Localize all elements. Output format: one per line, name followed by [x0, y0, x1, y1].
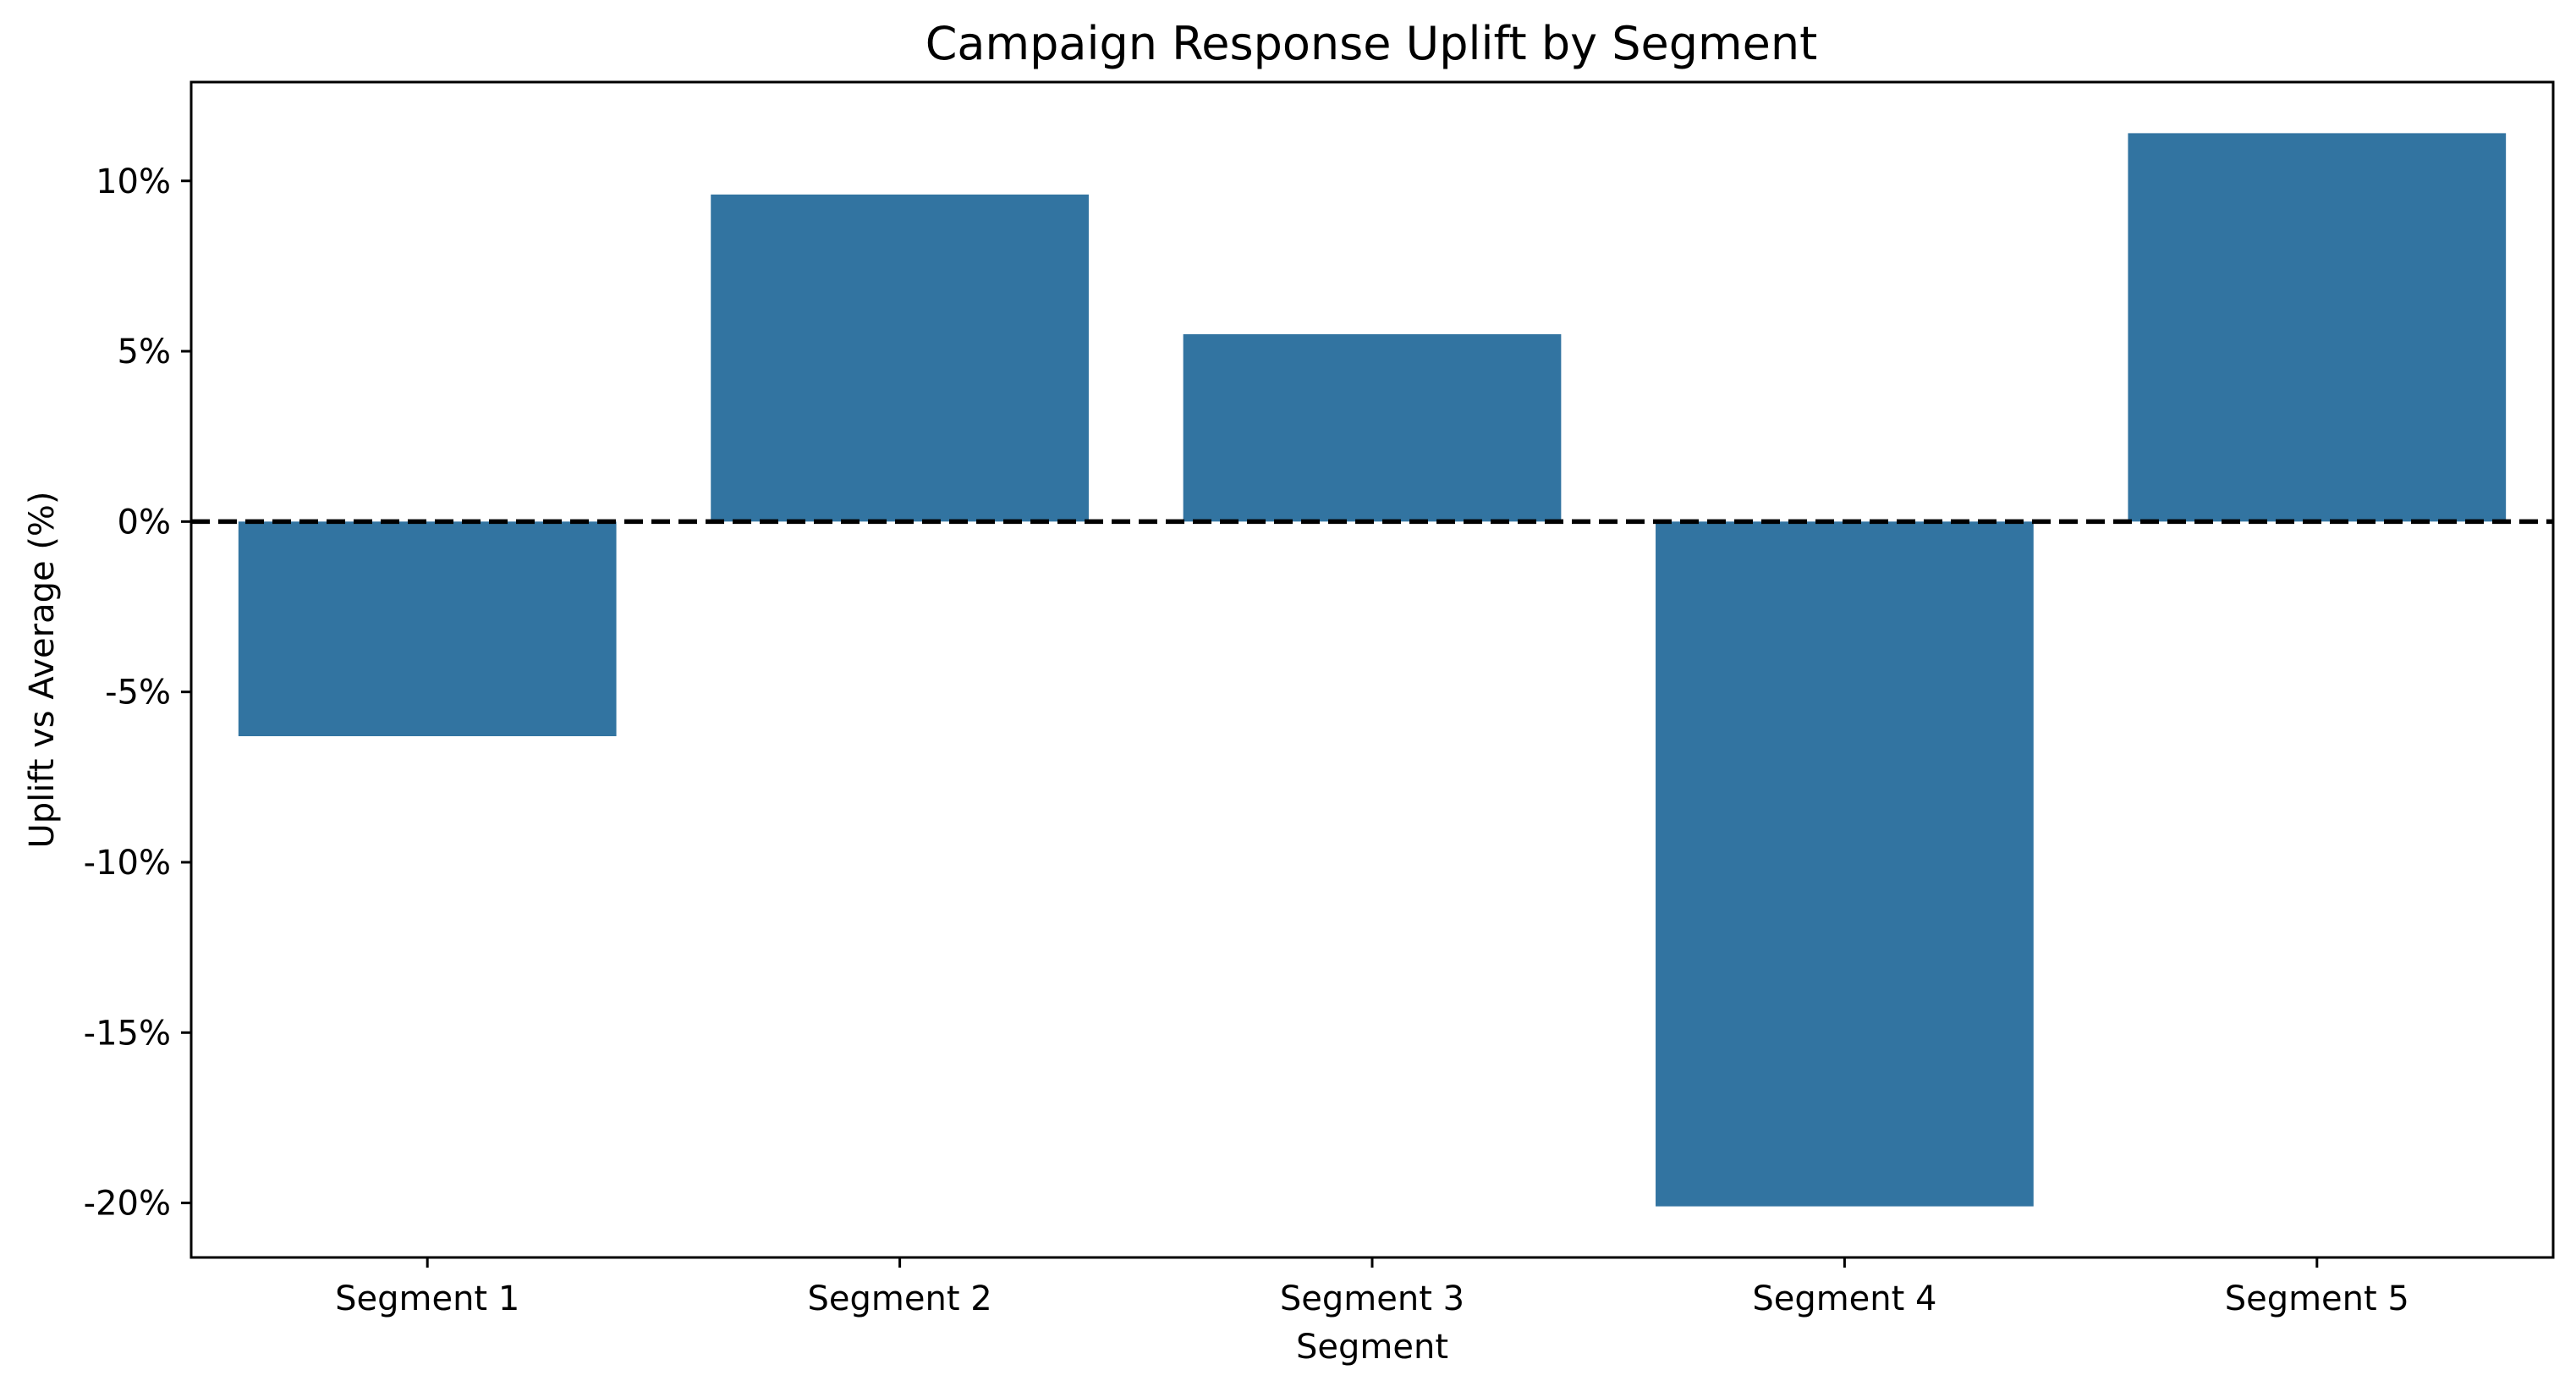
y-tick-label: -15%	[84, 1014, 171, 1053]
y-axis-ticks: 10% 5% 0% -5% -10% -15% -20%	[84, 162, 191, 1224]
chart-title: Campaign Response Uplift by Segment	[925, 17, 1818, 70]
y-tick-label: 10%	[96, 162, 171, 201]
x-tick-label: Segment 5	[2225, 1279, 2409, 1318]
bar-4	[1656, 521, 2034, 1207]
bar-5	[2128, 133, 2507, 522]
y-tick-label: -20%	[84, 1185, 171, 1224]
bar-group	[238, 133, 2507, 1207]
bar-1	[238, 521, 617, 737]
y-tick-label: 5%	[118, 333, 171, 371]
x-tick-label: Segment 1	[335, 1279, 519, 1318]
x-axis-label: Segment	[1296, 1328, 1448, 1367]
bar-2	[711, 194, 1089, 522]
y-tick-label: -5%	[105, 674, 171, 713]
bar-3	[1183, 333, 1562, 522]
y-tick-label: -10%	[84, 844, 171, 883]
y-axis-label: Uplift vs Average (%)	[23, 491, 62, 848]
x-tick-label: Segment 4	[1752, 1279, 1936, 1318]
x-axis-ticks: Segment 1 Segment 2 Segment 3 Segment 4 Segm…	[335, 1257, 2409, 1318]
x-tick-label: Segment 3	[1280, 1279, 1464, 1318]
x-tick-label: Segment 2	[808, 1279, 992, 1318]
y-tick-label: 0%	[118, 503, 171, 542]
